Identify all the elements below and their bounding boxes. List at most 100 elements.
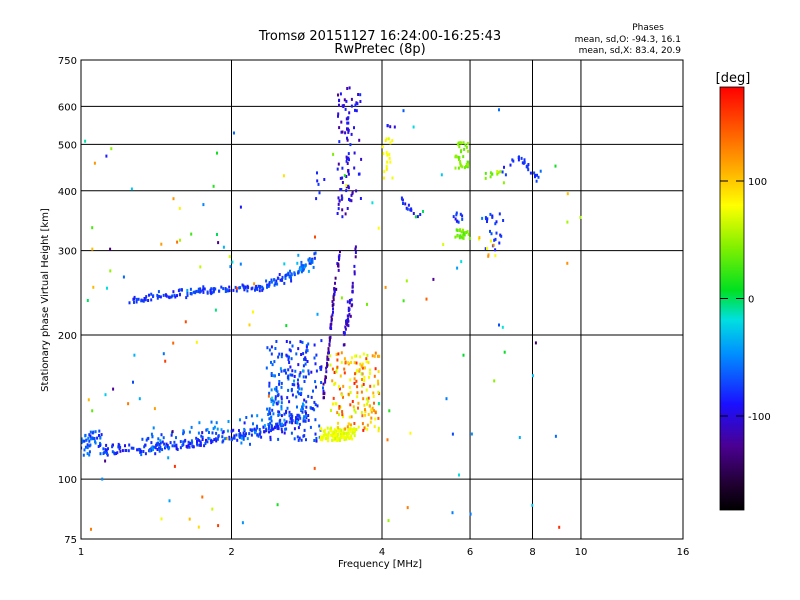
echo-point bbox=[241, 434, 244, 438]
echo-point bbox=[386, 160, 389, 164]
echo-point bbox=[558, 525, 561, 529]
echo-point bbox=[228, 255, 231, 259]
echo-point bbox=[322, 429, 325, 433]
echo-point bbox=[150, 298, 153, 302]
echo-point bbox=[299, 416, 302, 420]
echo-point bbox=[244, 286, 247, 290]
echo-point bbox=[354, 251, 357, 254]
echo-point bbox=[291, 373, 294, 377]
echo-point bbox=[344, 360, 347, 364]
echo-point bbox=[307, 258, 310, 262]
echo-point bbox=[351, 190, 354, 194]
echo-point bbox=[325, 370, 328, 374]
echo-point bbox=[322, 386, 324, 390]
echo-point bbox=[143, 445, 146, 449]
echo-point bbox=[276, 390, 279, 394]
chart-subtitle: RwPretec (8p) bbox=[334, 42, 425, 57]
echo-point bbox=[499, 170, 502, 174]
echo-point bbox=[268, 417, 271, 421]
echo-point bbox=[300, 408, 303, 412]
echo-point bbox=[342, 331, 345, 334]
echo-point bbox=[333, 382, 336, 386]
echo-point bbox=[203, 287, 206, 291]
echo-point bbox=[295, 416, 297, 420]
echo-point bbox=[278, 352, 281, 356]
echo-point bbox=[457, 141, 460, 145]
echo-point bbox=[313, 256, 316, 260]
echo-point bbox=[368, 404, 371, 408]
echo-point bbox=[313, 466, 316, 470]
echo-point bbox=[276, 424, 279, 428]
echo-point bbox=[347, 121, 350, 125]
echo-point bbox=[281, 430, 284, 434]
echo-point bbox=[386, 438, 389, 442]
echo-point bbox=[209, 438, 212, 442]
echo-point bbox=[329, 429, 332, 433]
echo-point bbox=[289, 373, 292, 377]
echo-point bbox=[274, 397, 277, 401]
echo-point bbox=[385, 137, 388, 141]
echo-point bbox=[156, 448, 159, 451]
echo-point bbox=[157, 290, 160, 294]
echo-point bbox=[222, 245, 225, 249]
echo-point bbox=[197, 287, 200, 291]
echo-point bbox=[364, 408, 366, 412]
echo-point bbox=[299, 268, 302, 272]
echo-point bbox=[269, 421, 272, 425]
echo-point bbox=[315, 369, 318, 373]
echo-point bbox=[360, 157, 363, 161]
echo-point bbox=[233, 434, 236, 438]
echo-point bbox=[270, 372, 273, 375]
echo-point bbox=[150, 441, 153, 445]
echo-point bbox=[105, 154, 108, 158]
echo-point bbox=[305, 345, 308, 349]
echo-point bbox=[148, 449, 151, 453]
echo-point bbox=[360, 411, 363, 414]
echo-point bbox=[277, 400, 280, 404]
echo-point bbox=[233, 131, 235, 135]
echo-point bbox=[191, 440, 194, 444]
echo-point bbox=[218, 289, 221, 293]
echo-point bbox=[313, 356, 316, 360]
echo-point bbox=[331, 304, 334, 307]
echo-point bbox=[466, 141, 469, 145]
echo-point bbox=[364, 410, 367, 413]
echo-point bbox=[529, 171, 532, 175]
echo-point bbox=[300, 270, 303, 274]
echo-point bbox=[288, 410, 291, 414]
echo-point bbox=[466, 163, 469, 167]
echo-point bbox=[338, 413, 340, 417]
echo-point bbox=[498, 212, 501, 216]
echo-point bbox=[197, 289, 200, 293]
echo-point bbox=[320, 339, 323, 343]
echo-point bbox=[335, 402, 338, 406]
echo-point bbox=[81, 440, 84, 444]
echo-point bbox=[104, 459, 107, 463]
echo-point bbox=[222, 287, 225, 291]
echo-point bbox=[422, 210, 424, 213]
echo-point bbox=[346, 425, 349, 429]
echo-point bbox=[197, 431, 200, 435]
echo-point bbox=[523, 160, 526, 164]
echo-point bbox=[340, 431, 343, 435]
echo-point bbox=[359, 197, 362, 200]
echo-point bbox=[383, 176, 385, 180]
echo-point bbox=[350, 132, 353, 136]
echo-point bbox=[455, 219, 458, 223]
echo-point bbox=[566, 220, 569, 224]
echo-point bbox=[289, 269, 291, 273]
echo-point bbox=[277, 427, 280, 431]
echo-point bbox=[338, 140, 341, 144]
echo-point bbox=[158, 443, 161, 446]
echo-point bbox=[99, 436, 102, 440]
echo-point bbox=[347, 127, 349, 131]
echo-point bbox=[239, 435, 241, 439]
echo-point bbox=[344, 131, 347, 135]
echo-point bbox=[290, 276, 292, 280]
echo-point bbox=[132, 446, 135, 450]
echo-point bbox=[288, 348, 291, 352]
echo-point bbox=[313, 400, 316, 404]
echo-point bbox=[329, 323, 332, 327]
echo-point bbox=[378, 354, 381, 358]
echo-point bbox=[273, 426, 276, 430]
